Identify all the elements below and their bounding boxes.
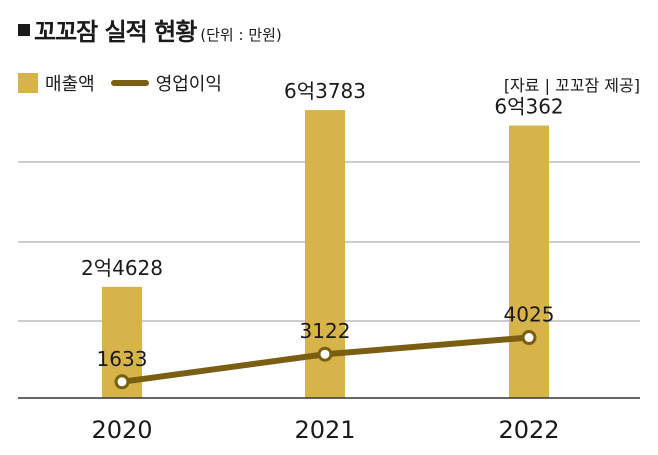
line-series	[114, 330, 537, 390]
legend-bar-swatch	[18, 73, 38, 93]
profit-point-2020	[114, 374, 130, 390]
bar-series	[102, 110, 549, 399]
legend-bar-label: 매출액	[45, 74, 95, 95]
bar-value-label: 6억362	[494, 95, 563, 119]
x-tick-label: 2021	[294, 416, 355, 444]
line-value-label: 4025	[504, 303, 555, 327]
bar-2022	[509, 125, 549, 399]
source-note: [자료 | 꼬꼬잠 제공]	[503, 76, 640, 95]
legend-line-label: 영업이익	[155, 74, 222, 95]
bar-value-label: 2억4628	[81, 256, 163, 280]
x-axis: 2020 2021 2022	[18, 397, 640, 444]
line-value-label: 3122	[300, 319, 351, 343]
profit-point-2022	[521, 330, 537, 346]
line-value-label: 1633	[97, 347, 148, 371]
title-bullet-icon	[18, 24, 30, 36]
x-tick-label: 2022	[498, 416, 559, 444]
data-labels: 2억4628 6억3783 6억362 1633 3122 4025	[81, 79, 564, 371]
chart-title-block: 꼬꼬잠 실적 현황 (단위 : 만원)	[18, 12, 282, 47]
profit-point-2021	[317, 346, 333, 362]
chart-title: 꼬꼬잠 실적 현황	[34, 18, 197, 46]
unit-label: (단위 : 만원)	[200, 26, 282, 44]
bar-value-label: 6억3783	[284, 79, 366, 103]
legend: 매출액 영업이익	[18, 70, 222, 96]
legend-line-swatch	[110, 80, 149, 86]
x-tick-label: 2020	[91, 416, 152, 444]
